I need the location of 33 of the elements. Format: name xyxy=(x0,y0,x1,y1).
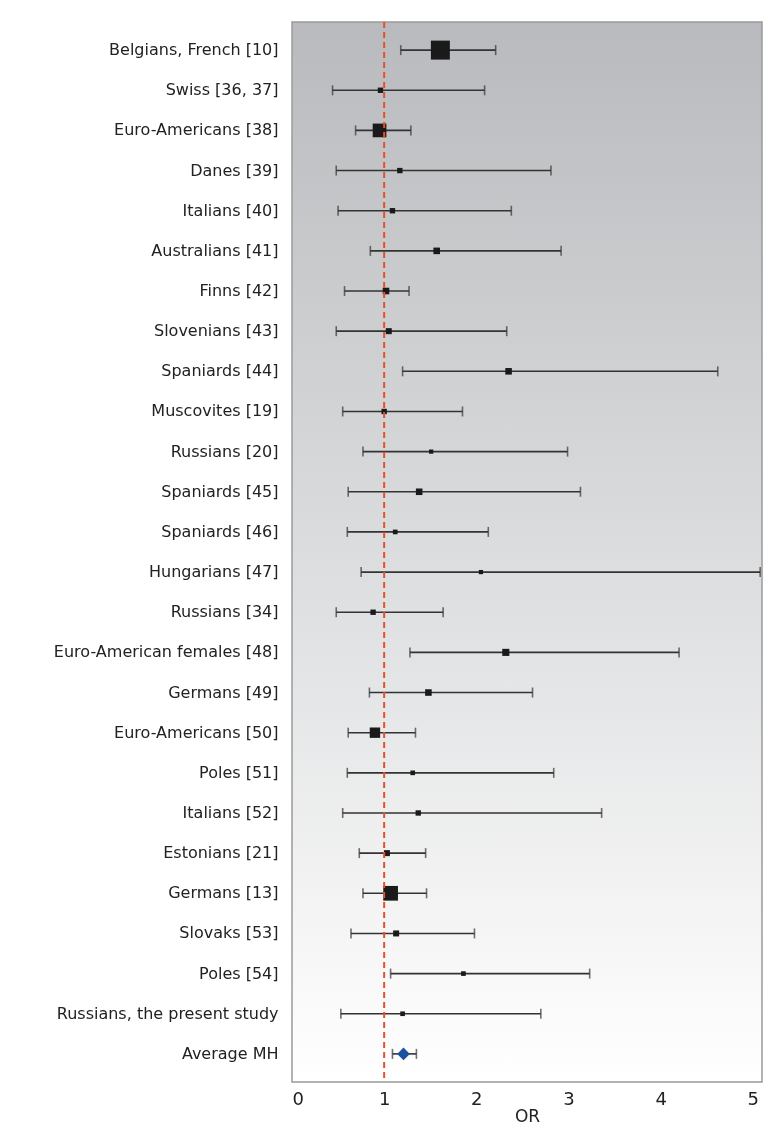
x-tick-label: 4 xyxy=(655,1087,667,1109)
y-tick-label: Germans [13] xyxy=(168,883,279,903)
y-tick-label: Danes [39] xyxy=(190,160,279,180)
x-tick-label: 0 xyxy=(292,1087,304,1109)
y-tick-label: Euro-American females [48] xyxy=(53,642,279,662)
y-tick-label: Euro-Americans [50] xyxy=(114,722,279,742)
y-tick-label: Poles [51] xyxy=(199,762,279,782)
y-tick-label: Russians [20] xyxy=(170,441,279,461)
y-tick-label: Euro-Americans [38] xyxy=(114,120,279,140)
y-tick-label: Slovenians [43] xyxy=(154,321,279,341)
x-axis-title: OR xyxy=(514,1105,541,1126)
y-tick-label: Poles [54] xyxy=(199,963,279,983)
y-tick-label: Swiss [36, 37] xyxy=(165,80,279,100)
y-tick-label: Spaniards [44] xyxy=(161,361,279,381)
y-tick-label: Spaniards [46] xyxy=(161,521,279,541)
y-tick-label: Italians [52] xyxy=(182,802,279,822)
x-tick-label: 2 xyxy=(471,1087,483,1109)
x-tick-label: 3 xyxy=(563,1087,575,1109)
y-tick-label: Australians [41] xyxy=(151,240,279,260)
y-tick-label: Finns [42] xyxy=(199,281,279,301)
y-tick-label: Average MH xyxy=(181,1043,279,1063)
x-tick-label: 5 xyxy=(747,1087,760,1109)
y-tick-label: Germans [49] xyxy=(168,682,279,702)
y-tick-label: Spaniards [45] xyxy=(161,481,279,501)
y-tick-label: Muscovites [19] xyxy=(151,401,279,421)
y-tick-label: Slovaks [53] xyxy=(179,923,279,943)
x-tick-label: 1 xyxy=(378,1087,391,1109)
y-tick-label: Russians [34] xyxy=(170,602,279,622)
y-tick-label: Italians [40] xyxy=(182,200,279,220)
y-tick-label: Belgians, French [10] xyxy=(109,40,279,60)
y-tick-label: Estonians [21] xyxy=(163,843,279,863)
y-tick-label: Russians, the present study xyxy=(56,1003,279,1023)
y-tick-label: Hungarians [47] xyxy=(148,562,279,582)
